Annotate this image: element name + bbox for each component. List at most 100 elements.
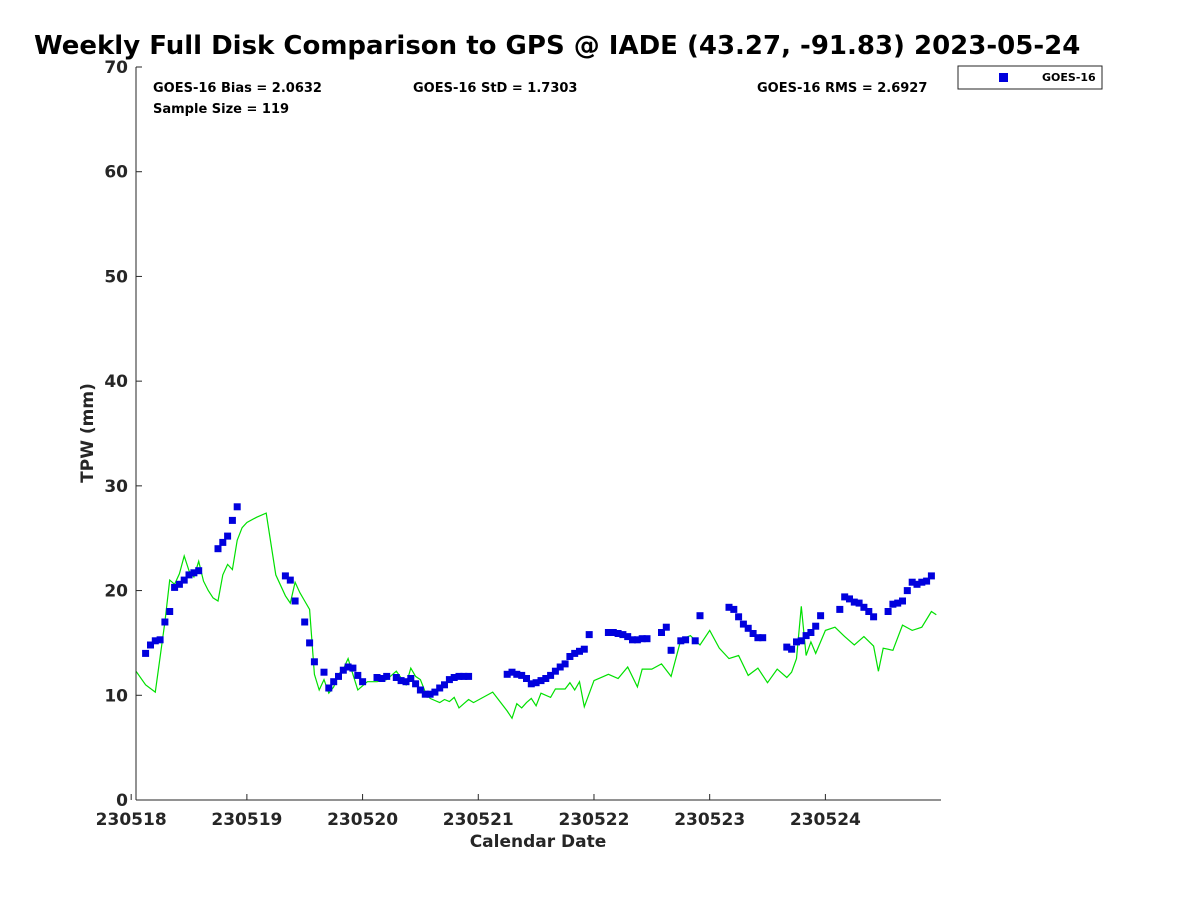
goes-point: [537, 677, 545, 685]
goes-point: [860, 603, 868, 611]
goes-point: [436, 684, 444, 692]
goes-point: [392, 674, 400, 681]
legend-box: [957, 65, 1103, 90]
goes-point: [614, 630, 622, 637]
goes-point: [793, 638, 800, 646]
stat-sample-size: Sample Size = 119: [153, 102, 289, 117]
goes-point: [383, 672, 391, 680]
goes-point: [281, 572, 289, 580]
goes-point: [609, 629, 617, 636]
goes-point: [354, 671, 362, 679]
x-tick-label: 230524: [790, 810, 861, 830]
goes-point: [306, 639, 314, 647]
goes-point: [527, 680, 535, 688]
goes-point: [841, 593, 849, 601]
goes-point: [865, 608, 873, 615]
x-tick-label: 230519: [211, 810, 282, 830]
goes-point: [836, 605, 844, 613]
y-tick-label: 50: [104, 267, 128, 287]
goes-point: [532, 679, 540, 687]
goes-point: [913, 580, 921, 588]
goes-point: [185, 571, 193, 579]
goes-point: [147, 641, 154, 649]
goes-point: [580, 645, 588, 653]
stat-std: GOES-16 StD = 1.7303: [413, 81, 577, 96]
goes-point: [508, 668, 516, 676]
goes-point: [330, 678, 338, 686]
goes-point: [402, 678, 410, 686]
goes-point: [523, 675, 530, 682]
legend-entry-goes16: GOES-16: [1042, 71, 1096, 84]
goes-point: [286, 576, 294, 584]
goes-point: [894, 599, 902, 607]
goes-point: [513, 670, 521, 678]
goes-point: [633, 636, 641, 644]
goes-point: [359, 678, 367, 686]
goes-point: [817, 612, 825, 620]
goes-point: [812, 622, 820, 630]
legend: GOES-16: [957, 65, 1103, 90]
stat-rms: GOES-16 RMS = 2.6927: [757, 81, 927, 96]
y-axis-label: TPW (mm): [78, 383, 98, 483]
stat-bias: GOES-16 Bias = 2.0632: [153, 81, 322, 96]
goes-point: [561, 660, 569, 668]
goes-point: [566, 653, 574, 660]
goes-point: [190, 569, 198, 577]
goes-point: [450, 674, 458, 681]
goes-point: [171, 583, 179, 591]
goes-point: [870, 613, 878, 621]
goes-point: [349, 664, 357, 672]
goes-point: [465, 672, 473, 680]
tick-labels: 0 10 20 30 40 50 60 70 230518 230519 230520 230521 2…: [96, 58, 861, 830]
goes-point: [426, 690, 434, 698]
goes-point: [696, 612, 704, 620]
goes-point: [759, 634, 767, 642]
goes-point: [884, 608, 892, 615]
y-tick-label: 60: [104, 163, 128, 183]
legend-marker: [999, 73, 1008, 82]
goes-point: [744, 624, 752, 632]
goes-point: [788, 645, 796, 653]
goes-point: [407, 675, 415, 682]
y-tick-label: 10: [104, 686, 128, 706]
goes-point: [431, 688, 439, 696]
goes-point: [228, 516, 236, 524]
y-tick-label: 70: [104, 58, 128, 78]
x-tick-label: 230520: [327, 810, 398, 830]
goes-point: [749, 630, 757, 637]
goes-point: [166, 608, 174, 615]
gps-series: [135, 512, 937, 720]
goes-point: [344, 663, 352, 671]
goes-point: [682, 636, 690, 644]
x-tick-label: 230521: [443, 810, 514, 830]
goes-point: [629, 636, 636, 644]
goes-point: [604, 629, 612, 636]
goes-point: [455, 672, 463, 680]
goes-point: [576, 647, 583, 655]
goes-point: [619, 631, 627, 639]
x-tick-label: 230523: [674, 810, 745, 830]
goes-point: [730, 605, 738, 613]
goes-point: [325, 684, 333, 692]
plot-area: 0 10 20 30 40 50 60 70 230518 230519 230520 230521 2…: [96, 58, 941, 830]
x-tick-label: 230518: [96, 810, 167, 830]
goes-point: [908, 578, 916, 586]
goes-point: [291, 597, 299, 605]
goes-point: [175, 580, 183, 588]
goes-point: [807, 629, 815, 636]
goes-point: [571, 649, 579, 657]
goes-point: [547, 671, 555, 679]
goes-point: [551, 667, 559, 675]
y-tick-label: 20: [104, 582, 128, 602]
goes-point: [855, 599, 863, 607]
goes-point: [441, 681, 448, 689]
goes-series: [142, 503, 935, 698]
goes-point: [320, 668, 328, 676]
y-tick-label: 0: [116, 791, 128, 811]
goes-point: [677, 637, 685, 645]
goes-point: [503, 670, 511, 678]
goes-point: [850, 598, 858, 606]
goes-point: [542, 675, 550, 682]
goes-point: [662, 623, 670, 631]
goes-point: [301, 618, 309, 626]
